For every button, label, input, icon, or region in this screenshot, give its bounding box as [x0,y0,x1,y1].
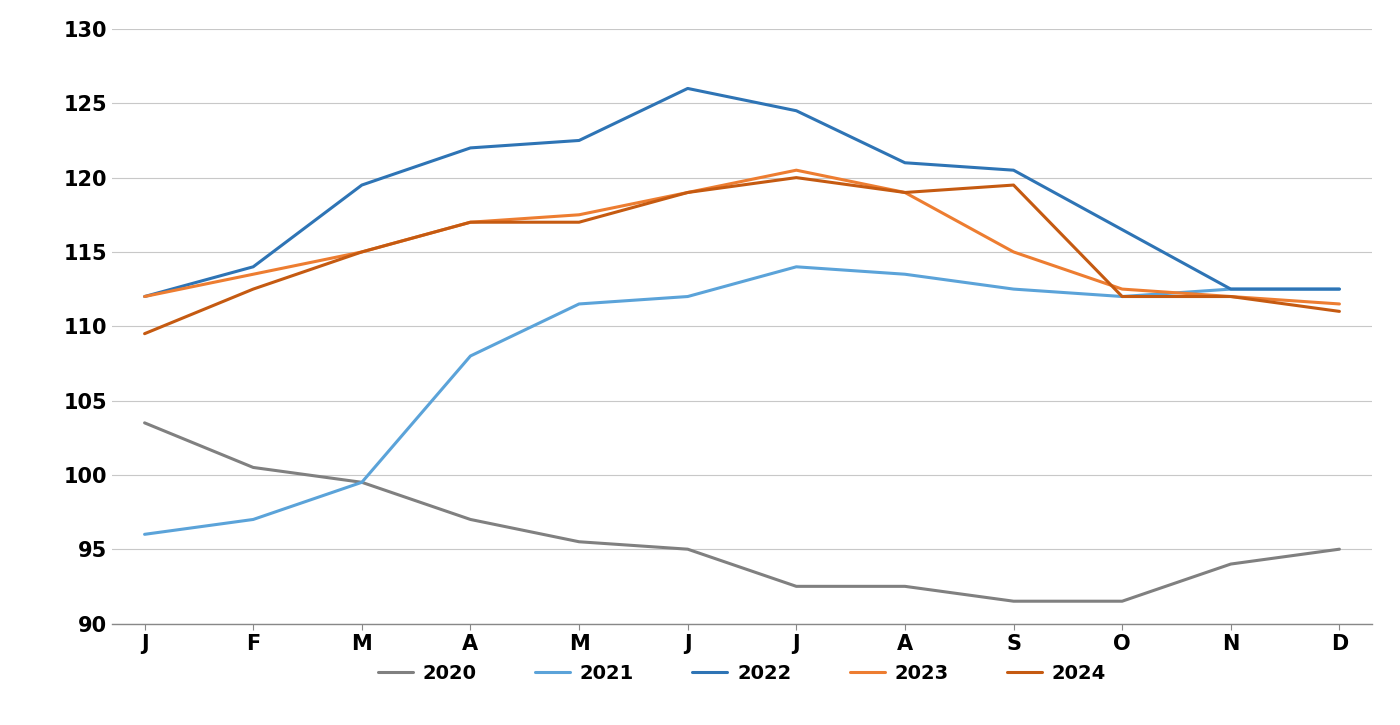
2024 [245,285,262,294]
2021 [1331,285,1348,294]
2024 [353,248,370,257]
2024 [1222,292,1239,301]
2024 [1331,307,1348,315]
2020 [1331,545,1348,554]
2024 [571,218,588,226]
2020 [896,582,913,591]
2021 [1005,285,1022,294]
2021 [679,292,696,301]
2023 [1005,248,1022,257]
2021 [245,515,262,523]
2021 [1222,285,1239,294]
2022 [896,158,913,167]
2021 [1114,292,1131,301]
2021 [353,478,370,486]
2020 [1005,597,1022,605]
Line: 2021: 2021 [144,267,1340,534]
2022 [136,292,153,301]
2023 [788,166,805,175]
2023 [896,188,913,196]
2021 [462,352,479,360]
Legend: 2020, 2021, 2022, 2023, 2024: 2020, 2021, 2022, 2023, 2024 [371,657,1113,691]
2024 [788,173,805,182]
2020 [1114,597,1131,605]
2020 [245,463,262,472]
2020 [1222,560,1239,568]
2022 [679,84,696,93]
2022 [1114,225,1131,234]
2023 [1222,292,1239,301]
Line: 2020: 2020 [144,423,1340,601]
Line: 2023: 2023 [144,170,1340,304]
2022 [462,144,479,152]
2020 [571,537,588,546]
2020 [353,478,370,486]
2021 [571,299,588,308]
2020 [462,515,479,523]
2021 [896,270,913,278]
2023 [136,292,153,301]
2022 [571,136,588,145]
2022 [1331,285,1348,294]
Line: 2022: 2022 [144,88,1340,297]
2024 [1005,181,1022,189]
2024 [679,188,696,196]
2024 [1114,292,1131,301]
2020 [136,418,153,427]
2023 [1331,299,1348,308]
2023 [245,270,262,278]
Line: 2024: 2024 [144,178,1340,334]
2021 [788,262,805,271]
2022 [788,107,805,115]
2020 [679,545,696,554]
2024 [896,188,913,196]
2023 [1114,285,1131,294]
2023 [571,210,588,219]
2022 [353,181,370,189]
2022 [245,262,262,271]
2024 [462,218,479,226]
2023 [679,188,696,196]
2022 [1005,166,1022,175]
2023 [462,218,479,226]
2020 [788,582,805,591]
2023 [353,248,370,257]
2021 [136,530,153,539]
2022 [1222,285,1239,294]
2024 [136,329,153,338]
